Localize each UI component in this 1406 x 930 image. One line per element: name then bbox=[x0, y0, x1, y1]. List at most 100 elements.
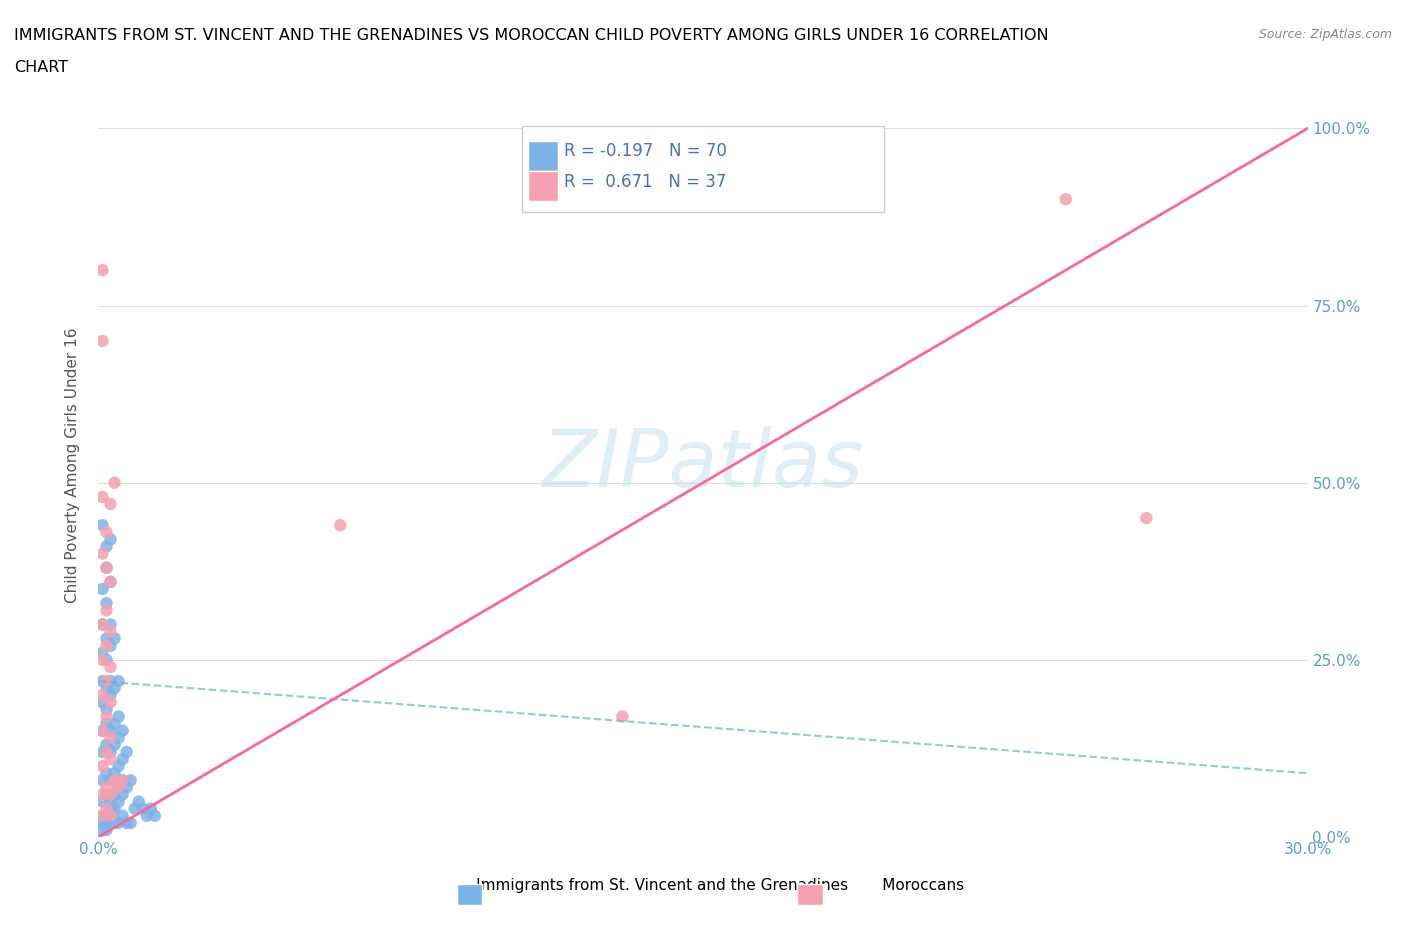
Point bbox=[135, 808, 157, 823]
Point bbox=[100, 794, 122, 809]
Point bbox=[100, 751, 122, 766]
Point bbox=[96, 802, 118, 817]
Point bbox=[96, 737, 118, 752]
Text: Immigrants from St. Vincent and the Grenadines       Moroccans: Immigrants from St. Vincent and the Gren… bbox=[441, 878, 965, 893]
Point bbox=[91, 673, 114, 688]
FancyBboxPatch shape bbox=[527, 171, 558, 201]
Point bbox=[115, 816, 138, 830]
Point bbox=[111, 751, 134, 766]
Point bbox=[91, 653, 114, 668]
Text: Source: ZipAtlas.com: Source: ZipAtlas.com bbox=[1258, 28, 1392, 41]
Y-axis label: Child Poverty Among Girls Under 16: Child Poverty Among Girls Under 16 bbox=[65, 327, 80, 603]
Point bbox=[91, 617, 114, 631]
Point bbox=[96, 631, 118, 646]
Point bbox=[103, 737, 125, 752]
Point bbox=[100, 532, 122, 547]
Point bbox=[100, 745, 122, 760]
Point bbox=[96, 539, 118, 554]
Point bbox=[128, 794, 150, 809]
Point bbox=[96, 673, 118, 688]
Point bbox=[96, 709, 118, 724]
Point bbox=[91, 617, 114, 631]
Point bbox=[100, 773, 122, 788]
Point bbox=[124, 802, 146, 817]
Point bbox=[96, 638, 118, 653]
Point bbox=[96, 560, 118, 575]
Point bbox=[329, 518, 352, 533]
Point bbox=[96, 816, 118, 830]
Point bbox=[100, 673, 122, 688]
Point bbox=[612, 709, 634, 724]
Point bbox=[91, 808, 114, 823]
Point bbox=[96, 596, 118, 611]
Point bbox=[91, 688, 114, 703]
Point bbox=[96, 603, 118, 618]
Point bbox=[96, 702, 118, 717]
Point bbox=[107, 709, 129, 724]
Point bbox=[103, 802, 125, 817]
Point bbox=[132, 802, 155, 817]
Point bbox=[111, 787, 134, 802]
Point bbox=[115, 780, 138, 795]
Point bbox=[100, 617, 122, 631]
Text: R = -0.197   N = 70: R = -0.197 N = 70 bbox=[564, 142, 727, 160]
Point bbox=[91, 518, 114, 533]
Point bbox=[107, 794, 129, 809]
Point bbox=[96, 822, 118, 837]
Point bbox=[1135, 511, 1157, 525]
Point bbox=[100, 575, 122, 590]
Point bbox=[100, 724, 122, 738]
Point bbox=[91, 794, 114, 809]
Text: IMMIGRANTS FROM ST. VINCENT AND THE GRENADINES VS MOROCCAN CHILD POVERTY AMONG G: IMMIGRANTS FROM ST. VINCENT AND THE GREN… bbox=[14, 28, 1049, 43]
Text: R =  0.671   N = 37: R = 0.671 N = 37 bbox=[564, 173, 727, 192]
Point bbox=[96, 653, 118, 668]
Point bbox=[1054, 192, 1077, 206]
Point bbox=[103, 773, 125, 788]
Point bbox=[100, 575, 122, 590]
Point bbox=[96, 787, 118, 802]
Point bbox=[107, 780, 129, 795]
Point bbox=[91, 262, 114, 277]
Point bbox=[96, 780, 118, 795]
Point bbox=[100, 624, 122, 639]
Point bbox=[120, 816, 142, 830]
Point bbox=[91, 645, 114, 660]
FancyBboxPatch shape bbox=[527, 141, 558, 171]
Point bbox=[91, 581, 114, 596]
Point bbox=[91, 816, 114, 830]
Point bbox=[100, 695, 122, 710]
Point bbox=[91, 808, 114, 823]
Point bbox=[100, 688, 122, 703]
Point bbox=[96, 716, 118, 731]
Point bbox=[115, 745, 138, 760]
FancyBboxPatch shape bbox=[522, 126, 884, 212]
Point bbox=[103, 787, 125, 802]
Point bbox=[91, 822, 114, 837]
Point bbox=[91, 546, 114, 561]
Text: CHART: CHART bbox=[14, 60, 67, 75]
Point bbox=[91, 724, 114, 738]
Point bbox=[100, 808, 122, 823]
Point bbox=[107, 759, 129, 774]
Point bbox=[120, 773, 142, 788]
Point bbox=[103, 816, 125, 830]
Point bbox=[107, 816, 129, 830]
Point bbox=[96, 560, 118, 575]
Point bbox=[100, 730, 122, 745]
Point bbox=[91, 773, 114, 788]
Point bbox=[91, 787, 114, 802]
Point bbox=[91, 745, 114, 760]
Point bbox=[100, 787, 122, 802]
Point bbox=[103, 765, 125, 780]
Point bbox=[107, 730, 129, 745]
Point bbox=[107, 780, 129, 795]
Point bbox=[96, 765, 118, 780]
Point bbox=[111, 724, 134, 738]
Point bbox=[96, 745, 118, 760]
Point bbox=[103, 631, 125, 646]
Point bbox=[91, 695, 114, 710]
Point bbox=[100, 497, 122, 512]
Point bbox=[103, 716, 125, 731]
Point bbox=[91, 489, 114, 504]
Point bbox=[111, 773, 134, 788]
